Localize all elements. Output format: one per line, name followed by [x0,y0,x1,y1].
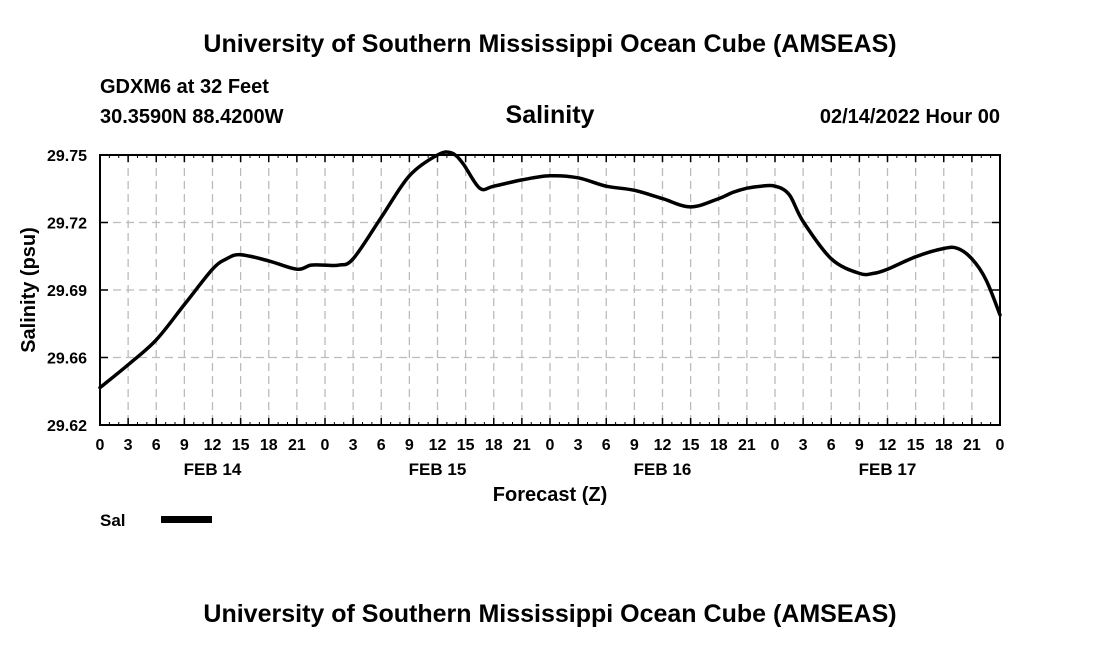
y-tick-label: 29.72 [47,216,87,233]
x-tick-label: 15 [682,437,700,454]
x-tick-label: 15 [232,437,250,454]
chart-title: University of Southern Mississippi Ocean… [203,30,897,58]
x-tick-label: 12 [879,437,897,454]
x-tick-label: 3 [799,437,808,454]
coordinates-label: 30.3590N 88.4200W [100,106,284,128]
x-tick-label: 6 [602,437,611,454]
x-tick-label: 18 [710,437,728,454]
forecast-date: 02/14/2022 Hour 00 [819,106,1000,128]
x-tick-label: 21 [963,437,981,454]
grid-lines [100,155,1000,425]
x-tick-label: 9 [855,437,864,454]
x-tick-label: 12 [654,437,672,454]
x-tick-label: 9 [180,437,189,454]
x-tick-label: 18 [935,437,953,454]
x-tick-label: 3 [349,437,358,454]
x-tick-label: 12 [429,437,447,454]
x-tick-label: 15 [907,437,925,454]
day-label: FEB 15 [409,460,467,479]
x-tick-label: 0 [321,437,330,454]
day-label: FEB 16 [634,460,692,479]
x-tick-label: 21 [288,437,306,454]
x-tick-label: 0 [771,437,780,454]
x-tick-label: 0 [546,437,555,454]
x-tick-label: 9 [405,437,414,454]
x-tick-label: 9 [630,437,639,454]
x-tick-label: 3 [574,437,583,454]
variable-title: Salinity [505,101,595,129]
x-tick-label: 18 [260,437,278,454]
x-axis-label: Forecast (Z) [493,484,607,506]
tick-labels: 0 3 6 9 12 15 18 21 0 3 6 9 12 15 18 21 0 3 6 9 12 15 18 21 0 3 6 9… [47,148,1005,479]
axis-ticks [99,154,1001,426]
x-tick-label: 6 [377,437,386,454]
x-tick-label: 12 [204,437,222,454]
x-tick-label: 6 [152,437,161,454]
x-tick-label: 18 [485,437,503,454]
y-axis-label: Salinity (psu) [18,227,40,353]
y-tick-label: 29.69 [47,283,87,300]
y-tick-label: 29.62 [47,418,87,435]
series-line-sal [98,150,1002,390]
x-tick-label: 3 [124,437,133,454]
day-label: FEB 14 [184,460,242,479]
x-tick-label: 6 [827,437,836,454]
y-tick-label: 29.66 [47,351,87,368]
x-tick-label: 21 [513,437,531,454]
x-tick-label: 0 [996,437,1005,454]
x-tick-label: 0 [96,437,105,454]
footer-title: University of Southern Mississippi Ocean… [203,600,897,628]
day-label: FEB 17 [859,460,917,479]
x-tick-label: 15 [457,437,475,454]
y-tick-label: 29.75 [47,148,87,165]
x-tick-label: 21 [738,437,756,454]
legend-label: Sal [100,511,126,530]
legend-swatch [161,516,212,523]
station-label: GDXM6 at 32 Feet [100,76,269,98]
